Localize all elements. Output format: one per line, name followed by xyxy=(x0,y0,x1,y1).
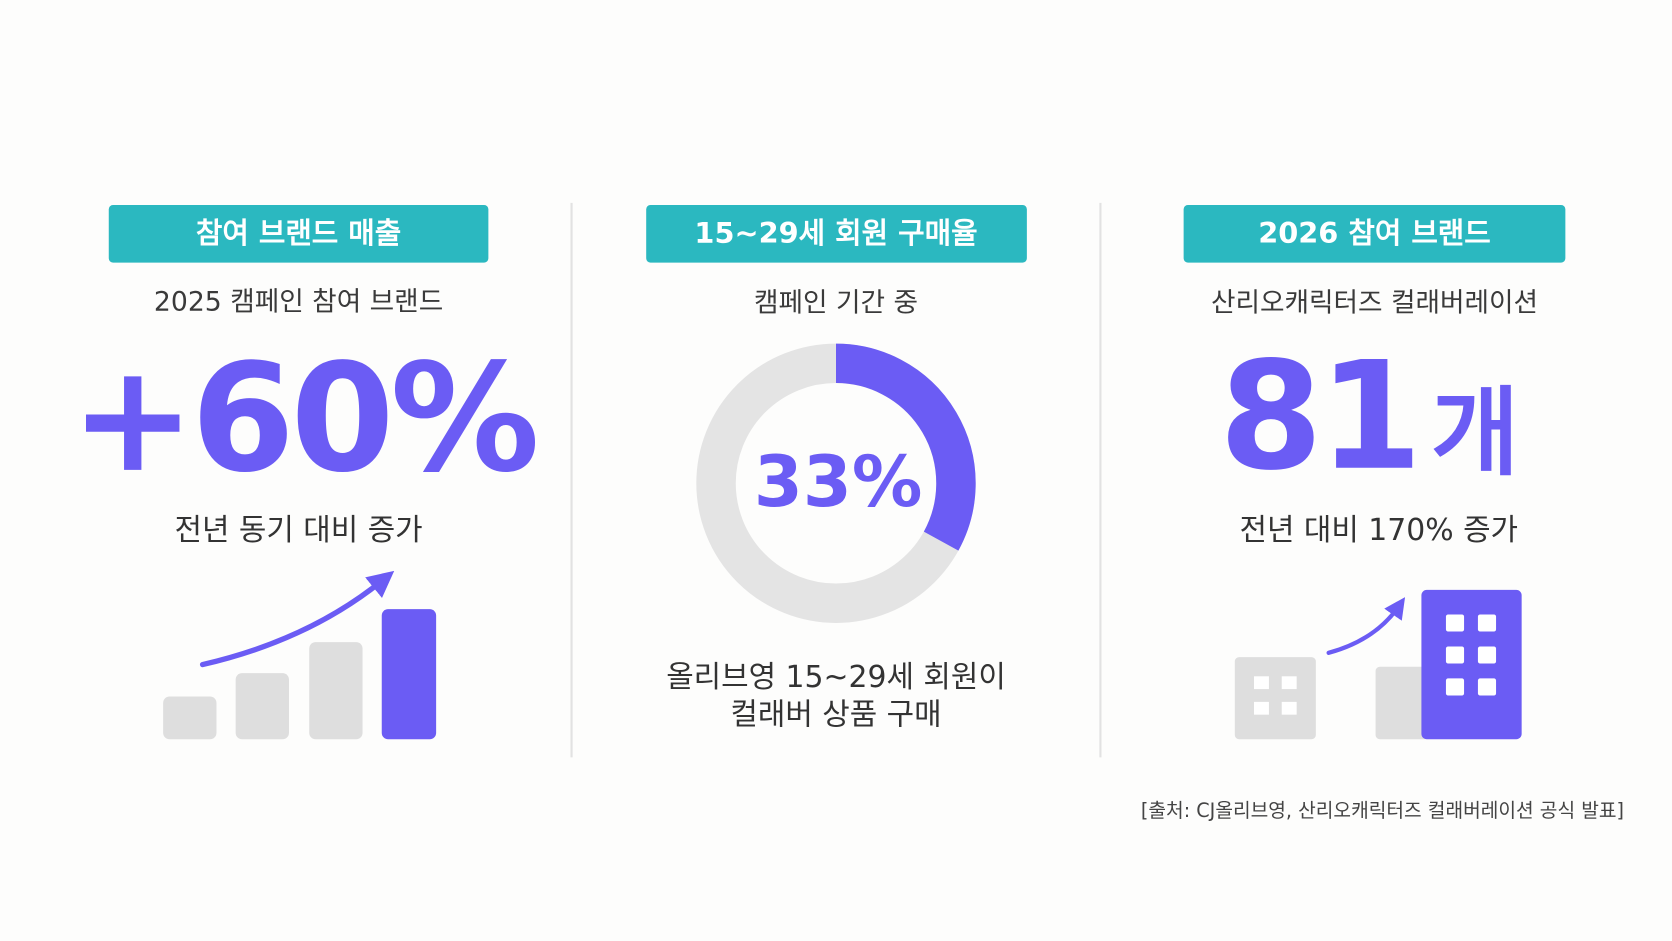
stat: +60% xyxy=(70,332,535,506)
icon-window xyxy=(1254,676,1269,690)
caption: 전년 동기 대비 증가 xyxy=(175,513,423,548)
icon-window xyxy=(1281,701,1297,715)
panel: 참여 브랜드 매출 2025 캠페인 참여 브랜드 +60% 전년 동기 대비 … xyxy=(70,204,540,740)
badge-text: 15~29세 회원 구매율 xyxy=(694,216,977,250)
icon-window xyxy=(1281,676,1297,690)
badge xyxy=(108,204,489,263)
growth-icon xyxy=(163,570,437,740)
icon-arrow xyxy=(199,570,395,668)
icon-bar xyxy=(381,609,437,740)
caption: 전년 대비 170% 증가 xyxy=(1239,513,1518,548)
donut-label: 33% xyxy=(754,441,922,523)
icon-building xyxy=(1234,657,1316,740)
icon-window xyxy=(1254,701,1269,715)
caption-line: 올리브영 15~29세 회원이 xyxy=(666,660,1006,695)
panel: 2026 참여 브랜드 산리오캐릭터즈 컬래버레이션 81 개 전년 대비 17… xyxy=(1183,204,1566,740)
source: [출처: CJ올리브영, 산리오캐릭터즈 컬래버레이션 공식 발표] xyxy=(1141,799,1624,822)
subtitle: 캠페인 기간 중 xyxy=(754,288,918,319)
icon-arrow xyxy=(1326,597,1406,655)
panel: 15~29세 회원 구매율 캠페인 기간 중 33% 올리브영 15~29세 회… xyxy=(646,204,1027,732)
donut-arc xyxy=(835,343,976,551)
icon-window xyxy=(1477,646,1497,664)
icon-bar xyxy=(309,642,363,740)
badge xyxy=(1183,204,1566,263)
icon-window xyxy=(1477,614,1497,632)
icon-window xyxy=(1445,646,1465,664)
caption-line: 컬래버 상품 구매 xyxy=(730,697,941,732)
stat: 81 xyxy=(1219,330,1418,504)
badge-text: 참여 브랜드 매출 xyxy=(196,216,401,250)
subtitle: 산리오캐릭터즈 컬래버레이션 xyxy=(1211,288,1538,319)
icon-window xyxy=(1477,678,1497,696)
icon-building xyxy=(1375,666,1429,740)
icon-window xyxy=(1445,678,1465,696)
icon-bar xyxy=(235,673,289,740)
building-icon xyxy=(1234,589,1522,740)
subtitle: 2025 캠페인 참여 브랜드 xyxy=(154,287,443,318)
badge-text: 2026 참여 브랜드 xyxy=(1258,216,1491,250)
badge xyxy=(646,204,1027,263)
icon-building xyxy=(1421,589,1522,740)
icon-window xyxy=(1445,614,1465,632)
icon-bar xyxy=(163,696,217,740)
stat-unit: 개 xyxy=(1431,377,1519,489)
